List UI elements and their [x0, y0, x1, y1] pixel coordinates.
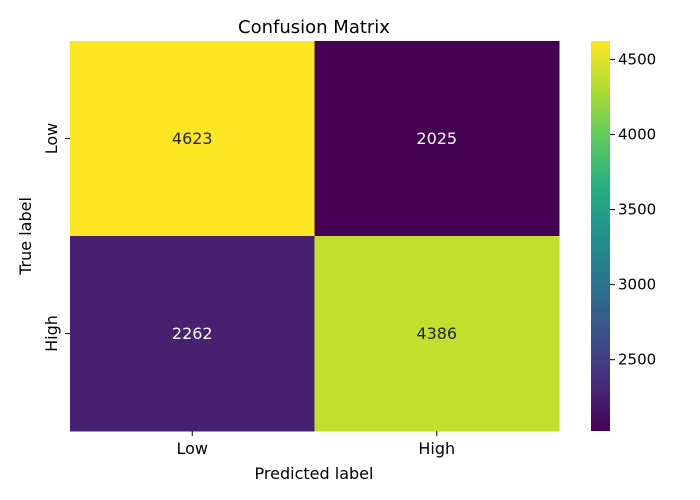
y-tick-label: Low [42, 123, 61, 155]
x-axis-label: Predicted label [255, 464, 374, 483]
y-axis-label: True label [16, 197, 35, 276]
colorbar-tick-label: 3000 [618, 276, 656, 294]
cell-value-label: 4623 [172, 129, 213, 148]
colorbar-tick-label: 4000 [618, 126, 656, 144]
heatmap-cell [70, 236, 315, 432]
colorbar-ticks: 2500 3000 3500 4000 4500 [610, 50, 656, 369]
cell-value-label: 4386 [416, 324, 457, 343]
x-axis-ticks: Low High [176, 431, 455, 458]
chart-title: Confusion Matrix [238, 17, 390, 38]
colorbar-tick-label: 2500 [618, 351, 656, 369]
heatmap-cell [314, 236, 560, 432]
cell-value-label: 2262 [172, 324, 213, 343]
heatmap-cell [314, 41, 560, 237]
colorbar [591, 41, 610, 431]
heatmap-cell [70, 41, 315, 237]
x-tick-label: Low [176, 439, 208, 458]
colorbar-tick-label: 4500 [618, 50, 656, 68]
y-axis-ticks: Low High [42, 123, 70, 352]
x-tick-label: High [418, 439, 455, 458]
cell-value-label: 2025 [416, 129, 457, 148]
colorbar-tick-label: 3500 [618, 201, 656, 219]
y-tick-label: High [42, 315, 61, 352]
heatmap-cells: 4623 2025 2262 4386 [70, 41, 560, 432]
